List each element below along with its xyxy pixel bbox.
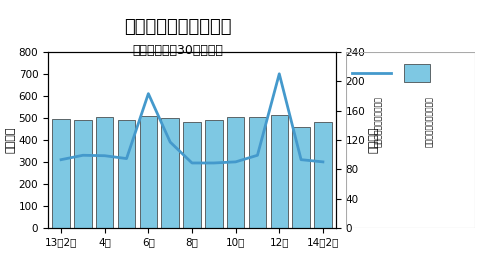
Bar bbox=[227, 117, 244, 228]
Y-axis label: （時間）: （時間） bbox=[368, 127, 378, 153]
Text: 賃金と労働時間の推移: 賃金と労働時間の推移 bbox=[124, 18, 231, 36]
Bar bbox=[161, 118, 179, 228]
Bar bbox=[74, 120, 92, 228]
Bar bbox=[140, 116, 157, 228]
Bar bbox=[249, 117, 266, 228]
FancyBboxPatch shape bbox=[404, 64, 430, 82]
Bar bbox=[292, 127, 310, 228]
Text: 所定内給与額（左目盛）: 所定内給与額（左目盛） bbox=[373, 96, 383, 147]
Text: （事業所規模30人以上）: （事業所規模30人以上） bbox=[132, 44, 223, 57]
Bar bbox=[52, 119, 70, 228]
Y-axis label: （千円）: （千円） bbox=[6, 127, 16, 153]
Bar bbox=[271, 115, 288, 228]
Bar bbox=[96, 117, 113, 228]
Bar bbox=[118, 120, 135, 228]
Bar bbox=[314, 122, 332, 228]
Bar bbox=[205, 120, 223, 228]
Bar bbox=[183, 122, 201, 228]
Text: 総実労働時間（右目盛）: 総実労働時間（右目盛） bbox=[425, 96, 434, 147]
